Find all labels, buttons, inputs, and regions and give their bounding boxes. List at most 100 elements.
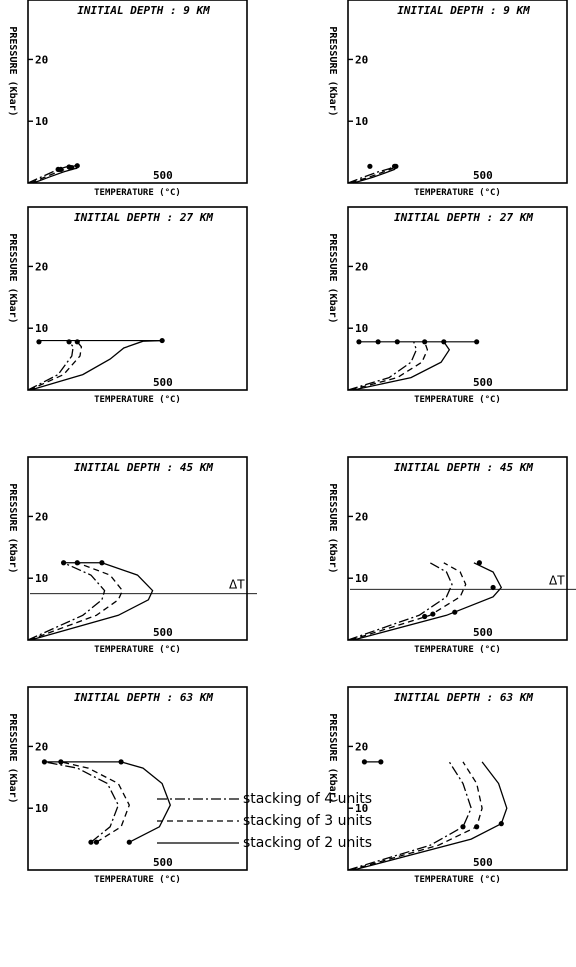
data-point	[93, 839, 100, 845]
y-tick-label: 20	[35, 260, 48, 273]
data-point	[430, 611, 436, 617]
y-tick-label: 20	[35, 740, 48, 753]
legend-line-dashdot	[157, 798, 239, 800]
y-tick-label: 20	[355, 740, 368, 753]
y-tick-label: 10	[355, 115, 368, 128]
legend-line-solid	[157, 842, 239, 844]
x-tick-label: 500	[153, 626, 173, 639]
series-line-dashed	[350, 165, 397, 184]
chart-svg: INITIAL DEPTH : 63 KM PRESSURE (Kbar) 10 20…	[327, 686, 568, 885]
series-line-dashed	[350, 761, 483, 871]
y-tick-label: 20	[355, 510, 368, 523]
legend-label: stacking of 3 units	[243, 813, 372, 829]
chart-title: INITIAL DEPTH : 45 KM	[74, 461, 213, 474]
y-tick-label: 10	[35, 802, 48, 815]
y-tick-label: 10	[355, 572, 368, 585]
data-point	[498, 821, 504, 827]
legend-label: stacking of 4 units	[243, 791, 372, 807]
data-point	[367, 163, 373, 169]
plot-frame	[347, 206, 568, 391]
x-tick-label: 500	[473, 626, 493, 639]
data-point	[88, 839, 94, 845]
legend-label: stacking of 2 units	[243, 835, 372, 851]
x-axis-label: TEMPERATURE (°C)	[94, 875, 181, 885]
data-point	[126, 839, 132, 845]
series-line-solid	[30, 339, 163, 391]
chart-title: INITIAL DEPTH : 27 KM	[394, 211, 533, 224]
x-tick-label: 500	[153, 376, 173, 389]
plot-frame	[27, 686, 248, 871]
x-axis-label: TEMPERATURE (°C)	[414, 188, 501, 198]
series-line-solid	[30, 562, 154, 641]
y-tick-label: 10	[35, 115, 48, 128]
y-tick-label: 10	[355, 802, 368, 815]
chart-title: INITIAL DEPTH : 9 KM	[397, 4, 530, 17]
chart-svg: INITIAL DEPTH : 27 KM PRESSURE (Kbar) 10 20…	[327, 206, 568, 405]
series-line-dashdot	[347, 761, 472, 871]
data-point	[422, 613, 428, 620]
chart-svg: INITIAL DEPTH : 27 KM PRESSURE (Kbar) 10 20…	[7, 206, 248, 405]
x-axis-label: TEMPERATURE (°C)	[94, 645, 181, 655]
x-axis-label: TEMPERATURE (°C)	[414, 395, 501, 405]
y-axis-label: PRESSURE (Kbar)	[327, 233, 338, 323]
chart-panel: INITIAL DEPTH : 9 KM PRESSURE (Kbar) 10 20 5…	[320, 0, 576, 198]
series-line-dashed	[60, 761, 131, 843]
x-axis-label: TEMPERATURE (°C)	[414, 875, 501, 885]
y-tick-label: 10	[355, 322, 368, 335]
plot-frame	[347, 686, 568, 871]
series-line-dashed	[29, 341, 83, 391]
chart-panel: INITIAL DEPTH : 63 KM PRESSURE (Kbar) 10 20…	[320, 686, 576, 885]
y-tick-label: 20	[35, 53, 48, 66]
chart-svg: INITIAL DEPTH : 9 KM PRESSURE (Kbar) 10 20 5…	[7, 0, 248, 198]
y-tick-label: 10	[35, 572, 48, 585]
x-axis-label: TEMPERATURE (°C)	[94, 188, 181, 198]
delta-t-label: ΔT	[549, 573, 565, 587]
chart-svg: INITIAL DEPTH : 45 KM PRESSURE (Kbar) 10 20…	[7, 456, 257, 655]
series-line-dashdot	[347, 165, 395, 184]
y-tick-label: 20	[35, 510, 48, 523]
x-axis-label: TEMPERATURE (°C)	[414, 645, 501, 655]
chart-title: INITIAL DEPTH : 63 KM	[394, 691, 533, 704]
series-line-dashed	[29, 562, 124, 641]
x-tick-label: 500	[473, 376, 493, 389]
y-axis-label: PRESSURE (Kbar)	[7, 713, 18, 803]
x-tick-label: 500	[153, 856, 173, 869]
y-axis-label: PRESSURE (Kbar)	[327, 26, 338, 116]
series-line-solid	[353, 341, 451, 391]
plot-frame	[347, 456, 568, 641]
x-tick-label: 500	[473, 169, 493, 182]
plot-frame	[347, 0, 568, 184]
legend: stacking of 4 units stacking of 3 units …	[155, 790, 455, 940]
chart-title: INITIAL DEPTH : 63 KM	[74, 691, 213, 704]
chart-panel: INITIAL DEPTH : 27 KM PRESSURE (Kbar) 10 20…	[0, 206, 260, 405]
legend-line-dashed	[157, 820, 239, 822]
data-point	[452, 609, 458, 615]
data-point	[460, 824, 466, 830]
plot-frame	[27, 0, 248, 184]
data-point	[474, 824, 480, 830]
chart-svg: INITIAL DEPTH : 63 KM PRESSURE (Kbar) 10 20…	[7, 686, 248, 885]
y-axis-label: PRESSURE (Kbar)	[7, 26, 18, 116]
chart-title: INITIAL DEPTH : 9 KM	[77, 4, 210, 17]
x-tick-label: 500	[473, 856, 493, 869]
series-line-solid	[353, 761, 508, 871]
chart-svg: INITIAL DEPTH : 45 KM PRESSURE (Kbar) 10 20…	[327, 456, 576, 655]
data-point	[58, 166, 64, 173]
chart-svg: INITIAL DEPTH : 9 KM PRESSURE (Kbar) 10 20 5…	[327, 0, 568, 198]
y-axis-label: PRESSURE (Kbar)	[327, 713, 338, 803]
y-axis-label: PRESSURE (Kbar)	[7, 483, 18, 573]
chart-title: INITIAL DEPTH : 27 KM	[74, 211, 213, 224]
chart-panel: INITIAL DEPTH : 9 KM PRESSURE (Kbar) 10 20 5…	[0, 0, 260, 198]
series-line-dashed	[350, 341, 429, 391]
data-point	[361, 759, 368, 765]
series-line-dashed	[350, 562, 467, 641]
y-tick-label: 10	[35, 322, 48, 335]
chart-panel: INITIAL DEPTH : 27 KM PRESSURE (Kbar) 10 20…	[320, 206, 576, 405]
x-tick-label: 500	[153, 169, 173, 182]
delta-t-label: ΔT	[229, 578, 245, 592]
data-point	[74, 163, 80, 169]
chart-panel: INITIAL DEPTH : 63 KM PRESSURE (Kbar) 10 20…	[0, 686, 260, 885]
series-line-solid	[120, 761, 172, 843]
chart-panel: INITIAL DEPTH : 45 KM PRESSURE (Kbar) 10 20…	[0, 456, 260, 655]
series-line-dashdot	[27, 562, 106, 641]
